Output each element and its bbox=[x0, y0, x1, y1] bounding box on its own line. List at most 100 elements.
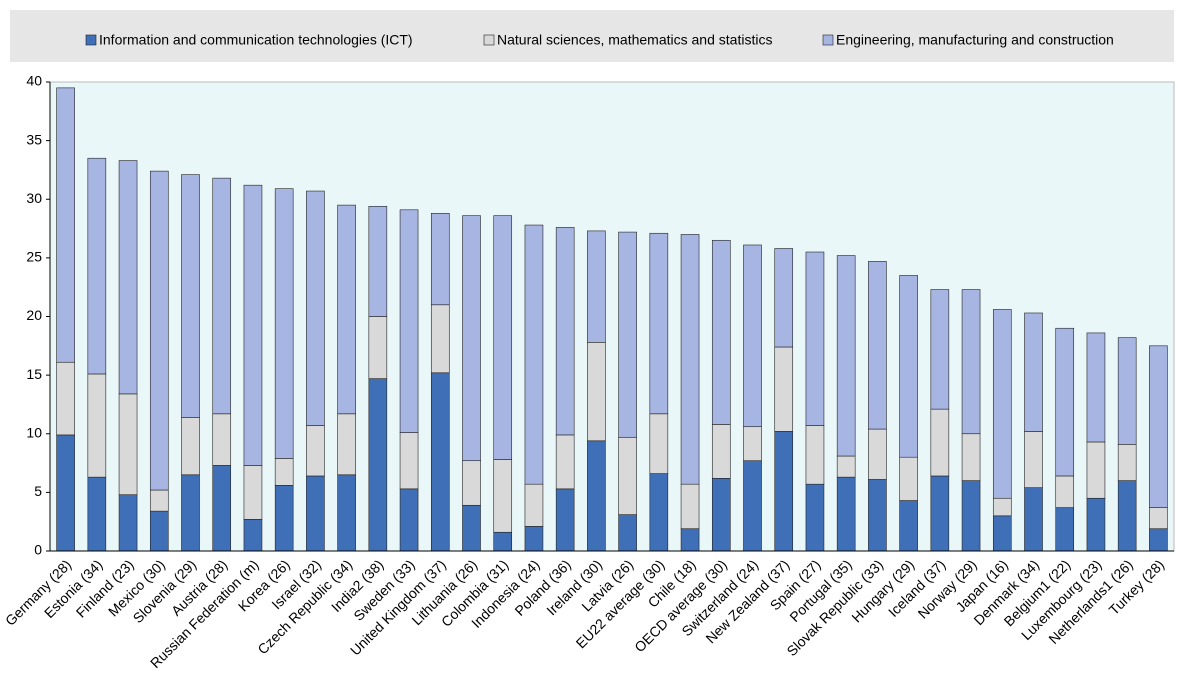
bar-segment bbox=[56, 87, 75, 363]
bar-segment bbox=[493, 531, 513, 552]
bar-segment bbox=[1149, 507, 1168, 530]
bar-segment bbox=[805, 425, 825, 485]
bar-segment bbox=[87, 157, 107, 375]
bar-segment bbox=[649, 232, 669, 415]
bar-segment bbox=[306, 190, 325, 426]
bar-segment bbox=[836, 476, 856, 552]
bar-segment bbox=[587, 440, 606, 552]
bar-segment bbox=[899, 500, 918, 552]
bar-segment bbox=[836, 455, 856, 478]
bar-segment bbox=[462, 504, 481, 552]
bar-segment bbox=[711, 424, 731, 479]
y-tick-label: 15 bbox=[26, 366, 42, 382]
bar-segment bbox=[930, 289, 950, 410]
bar-segment bbox=[961, 480, 981, 552]
bar-segment bbox=[649, 473, 669, 552]
bar-segment bbox=[399, 209, 419, 433]
bar-segment bbox=[399, 432, 419, 490]
bar-segment bbox=[555, 488, 575, 552]
bar-segment bbox=[836, 255, 856, 457]
bar-segment bbox=[493, 459, 513, 533]
y-tick-label: 0 bbox=[34, 542, 42, 558]
bar-segment bbox=[587, 230, 606, 343]
legend-background bbox=[10, 10, 1174, 62]
bar-segment bbox=[587, 341, 606, 442]
bar-segment bbox=[1086, 332, 1106, 443]
bar-segment bbox=[399, 488, 419, 552]
bar-segment bbox=[805, 251, 825, 426]
bar-segment bbox=[992, 309, 1012, 499]
bar-segment bbox=[743, 244, 762, 428]
bar-segment bbox=[711, 478, 731, 552]
bar-segment bbox=[212, 413, 232, 466]
bar-segment bbox=[711, 239, 731, 425]
y-tick-label: 25 bbox=[26, 249, 42, 265]
bar-segment bbox=[1086, 441, 1106, 499]
bar-segment bbox=[1055, 327, 1075, 477]
bar-segment bbox=[1024, 312, 1043, 432]
bar-segment bbox=[87, 373, 107, 478]
bar-segment bbox=[868, 428, 887, 480]
bar-segment bbox=[368, 316, 388, 379]
bar-segment bbox=[118, 160, 138, 395]
bar-segment bbox=[805, 483, 825, 552]
bar-segment bbox=[87, 476, 107, 552]
bar-segment bbox=[212, 177, 232, 415]
bar-segment bbox=[680, 528, 700, 552]
bar-segment bbox=[992, 497, 1012, 517]
bar-segment bbox=[462, 215, 481, 462]
bar-segment bbox=[274, 458, 294, 486]
bar-segment bbox=[1024, 431, 1043, 488]
bar-segment bbox=[181, 174, 200, 418]
bar-segment bbox=[368, 205, 388, 317]
bar-segment bbox=[306, 475, 325, 552]
bar-segment bbox=[868, 261, 887, 430]
bar-segment bbox=[430, 372, 450, 552]
bar-segment bbox=[649, 413, 669, 474]
bar-segment bbox=[118, 393, 138, 496]
bar-segment bbox=[56, 434, 75, 552]
bar-segment bbox=[337, 413, 356, 476]
bar-segment bbox=[243, 465, 263, 520]
bar-segment bbox=[274, 485, 294, 552]
bar-segment bbox=[1149, 345, 1168, 508]
y-tick-label: 40 bbox=[26, 73, 42, 89]
legend-swatch bbox=[85, 34, 97, 46]
bar-segment bbox=[118, 494, 138, 552]
bar-segment bbox=[1117, 444, 1137, 481]
legend-label: Information and communication technologi… bbox=[99, 32, 413, 48]
bar-segment bbox=[181, 474, 200, 552]
bar-segment bbox=[368, 378, 388, 552]
bar-segment bbox=[1149, 528, 1168, 552]
bar-segment bbox=[430, 213, 450, 306]
bar-segment bbox=[337, 204, 356, 415]
bar-segment bbox=[930, 475, 950, 552]
bar-segment bbox=[868, 479, 887, 552]
bar-segment bbox=[743, 426, 762, 462]
y-tick-label: 10 bbox=[26, 424, 42, 440]
bar-segment bbox=[1055, 475, 1075, 508]
bar-segment bbox=[56, 361, 75, 436]
y-tick-label: 35 bbox=[26, 131, 42, 147]
bar-segment bbox=[1055, 507, 1075, 552]
bar-segment bbox=[149, 170, 169, 491]
legend-swatch bbox=[483, 34, 495, 46]
bar-segment bbox=[899, 456, 918, 501]
bar-segment bbox=[555, 227, 575, 436]
legend-swatch bbox=[822, 34, 834, 46]
bar-segment bbox=[930, 408, 950, 477]
y-tick-label: 20 bbox=[26, 307, 42, 323]
bar-segment bbox=[899, 275, 918, 458]
bar-segment bbox=[1024, 487, 1043, 552]
bar-segment bbox=[680, 483, 700, 530]
bar-segment bbox=[555, 434, 575, 490]
bar-segment bbox=[618, 514, 637, 552]
y-tick-label: 30 bbox=[26, 190, 42, 206]
bar-segment bbox=[337, 474, 356, 552]
legend-label: Engineering, manufacturing and construct… bbox=[836, 32, 1114, 48]
bar-segment bbox=[306, 425, 325, 477]
bar-segment bbox=[430, 304, 450, 374]
y-tick-label: 5 bbox=[34, 483, 42, 499]
bar-segment bbox=[961, 289, 981, 435]
